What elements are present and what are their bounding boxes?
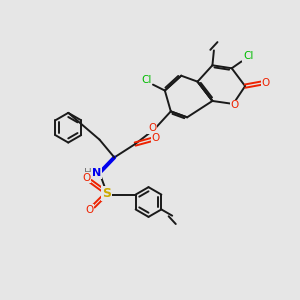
- Text: O: O: [85, 205, 93, 215]
- Text: H: H: [84, 168, 92, 178]
- Text: O: O: [262, 78, 270, 88]
- Text: O: O: [148, 123, 156, 133]
- Text: O: O: [231, 100, 239, 110]
- Text: Cl: Cl: [243, 51, 253, 62]
- Text: S: S: [102, 187, 111, 200]
- Text: O: O: [152, 133, 160, 143]
- Text: Cl: Cl: [141, 75, 152, 85]
- Text: N: N: [92, 168, 101, 178]
- Text: O: O: [82, 172, 90, 183]
